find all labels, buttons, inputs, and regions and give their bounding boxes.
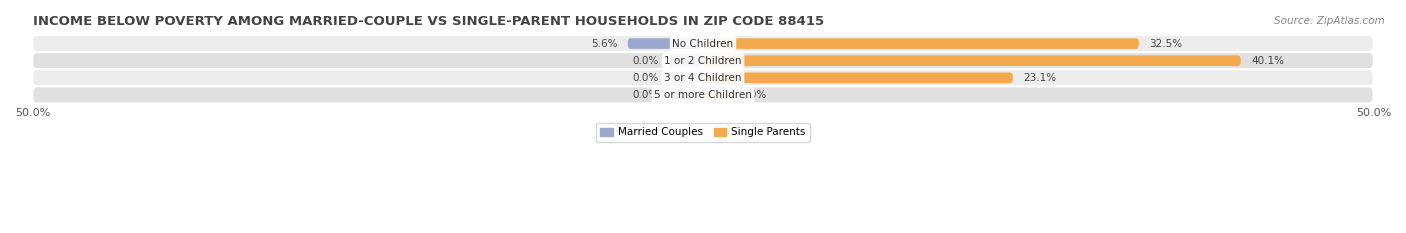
FancyBboxPatch shape <box>32 69 1374 86</box>
Text: 1 or 2 Children: 1 or 2 Children <box>664 56 742 66</box>
Text: No Children: No Children <box>672 39 734 49</box>
Text: 0.0%: 0.0% <box>741 90 766 100</box>
FancyBboxPatch shape <box>669 55 703 66</box>
Text: 0.0%: 0.0% <box>633 73 659 83</box>
Text: 40.1%: 40.1% <box>1251 56 1284 66</box>
FancyBboxPatch shape <box>32 86 1374 103</box>
FancyBboxPatch shape <box>703 55 1240 66</box>
FancyBboxPatch shape <box>628 38 703 49</box>
Text: Source: ZipAtlas.com: Source: ZipAtlas.com <box>1274 16 1385 26</box>
Text: 0.0%: 0.0% <box>633 90 659 100</box>
FancyBboxPatch shape <box>669 72 703 83</box>
Text: 5.6%: 5.6% <box>591 39 617 49</box>
FancyBboxPatch shape <box>703 38 1139 49</box>
Text: 3 or 4 Children: 3 or 4 Children <box>664 73 742 83</box>
FancyBboxPatch shape <box>703 90 730 100</box>
Text: 23.1%: 23.1% <box>1024 73 1056 83</box>
FancyBboxPatch shape <box>32 52 1374 69</box>
FancyBboxPatch shape <box>703 72 1012 83</box>
FancyBboxPatch shape <box>669 90 703 100</box>
Text: INCOME BELOW POVERTY AMONG MARRIED-COUPLE VS SINGLE-PARENT HOUSEHOLDS IN ZIP COD: INCOME BELOW POVERTY AMONG MARRIED-COUPL… <box>32 15 824 28</box>
Text: 0.0%: 0.0% <box>633 56 659 66</box>
Text: 32.5%: 32.5% <box>1150 39 1182 49</box>
Legend: Married Couples, Single Parents: Married Couples, Single Parents <box>596 123 810 142</box>
FancyBboxPatch shape <box>32 35 1374 52</box>
Text: 5 or more Children: 5 or more Children <box>654 90 752 100</box>
